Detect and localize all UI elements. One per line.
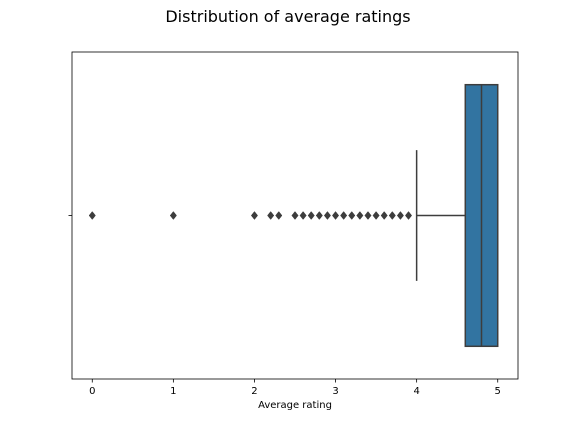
outlier-point [389, 212, 395, 220]
x-tick-label: 4 [413, 386, 419, 397]
outlier-point [324, 212, 330, 220]
x-tick-label: 3 [332, 386, 338, 397]
x-tick-label: 0 [89, 386, 95, 397]
outlier-point [300, 212, 306, 220]
x-tick-label: 2 [251, 386, 257, 397]
outlier-point [405, 212, 411, 220]
outlier-point [381, 212, 387, 220]
chart-title: Distribution of average ratings [165, 7, 410, 26]
outlier-point [373, 212, 379, 220]
x-tick-label: 5 [495, 386, 501, 397]
outlier-point [89, 212, 95, 220]
x-axis-label: Average rating [258, 400, 332, 411]
x-axis: 0 1 2 3 4 5 [89, 379, 501, 397]
outlier-point [349, 212, 355, 220]
outlier-point [308, 212, 314, 220]
outlier-point [332, 212, 338, 220]
outlier-point [397, 212, 403, 220]
outlier-point [251, 212, 257, 220]
plot-area [69, 85, 498, 347]
outlier-point [357, 212, 363, 220]
outlier-point [292, 212, 298, 220]
x-tick-label: 1 [170, 386, 176, 397]
outlier-point [340, 212, 346, 220]
outlier-point [170, 212, 176, 220]
outlier-point [316, 212, 322, 220]
outlier-point [267, 212, 273, 220]
outlier-point [365, 212, 371, 220]
outlier-point [276, 212, 282, 220]
